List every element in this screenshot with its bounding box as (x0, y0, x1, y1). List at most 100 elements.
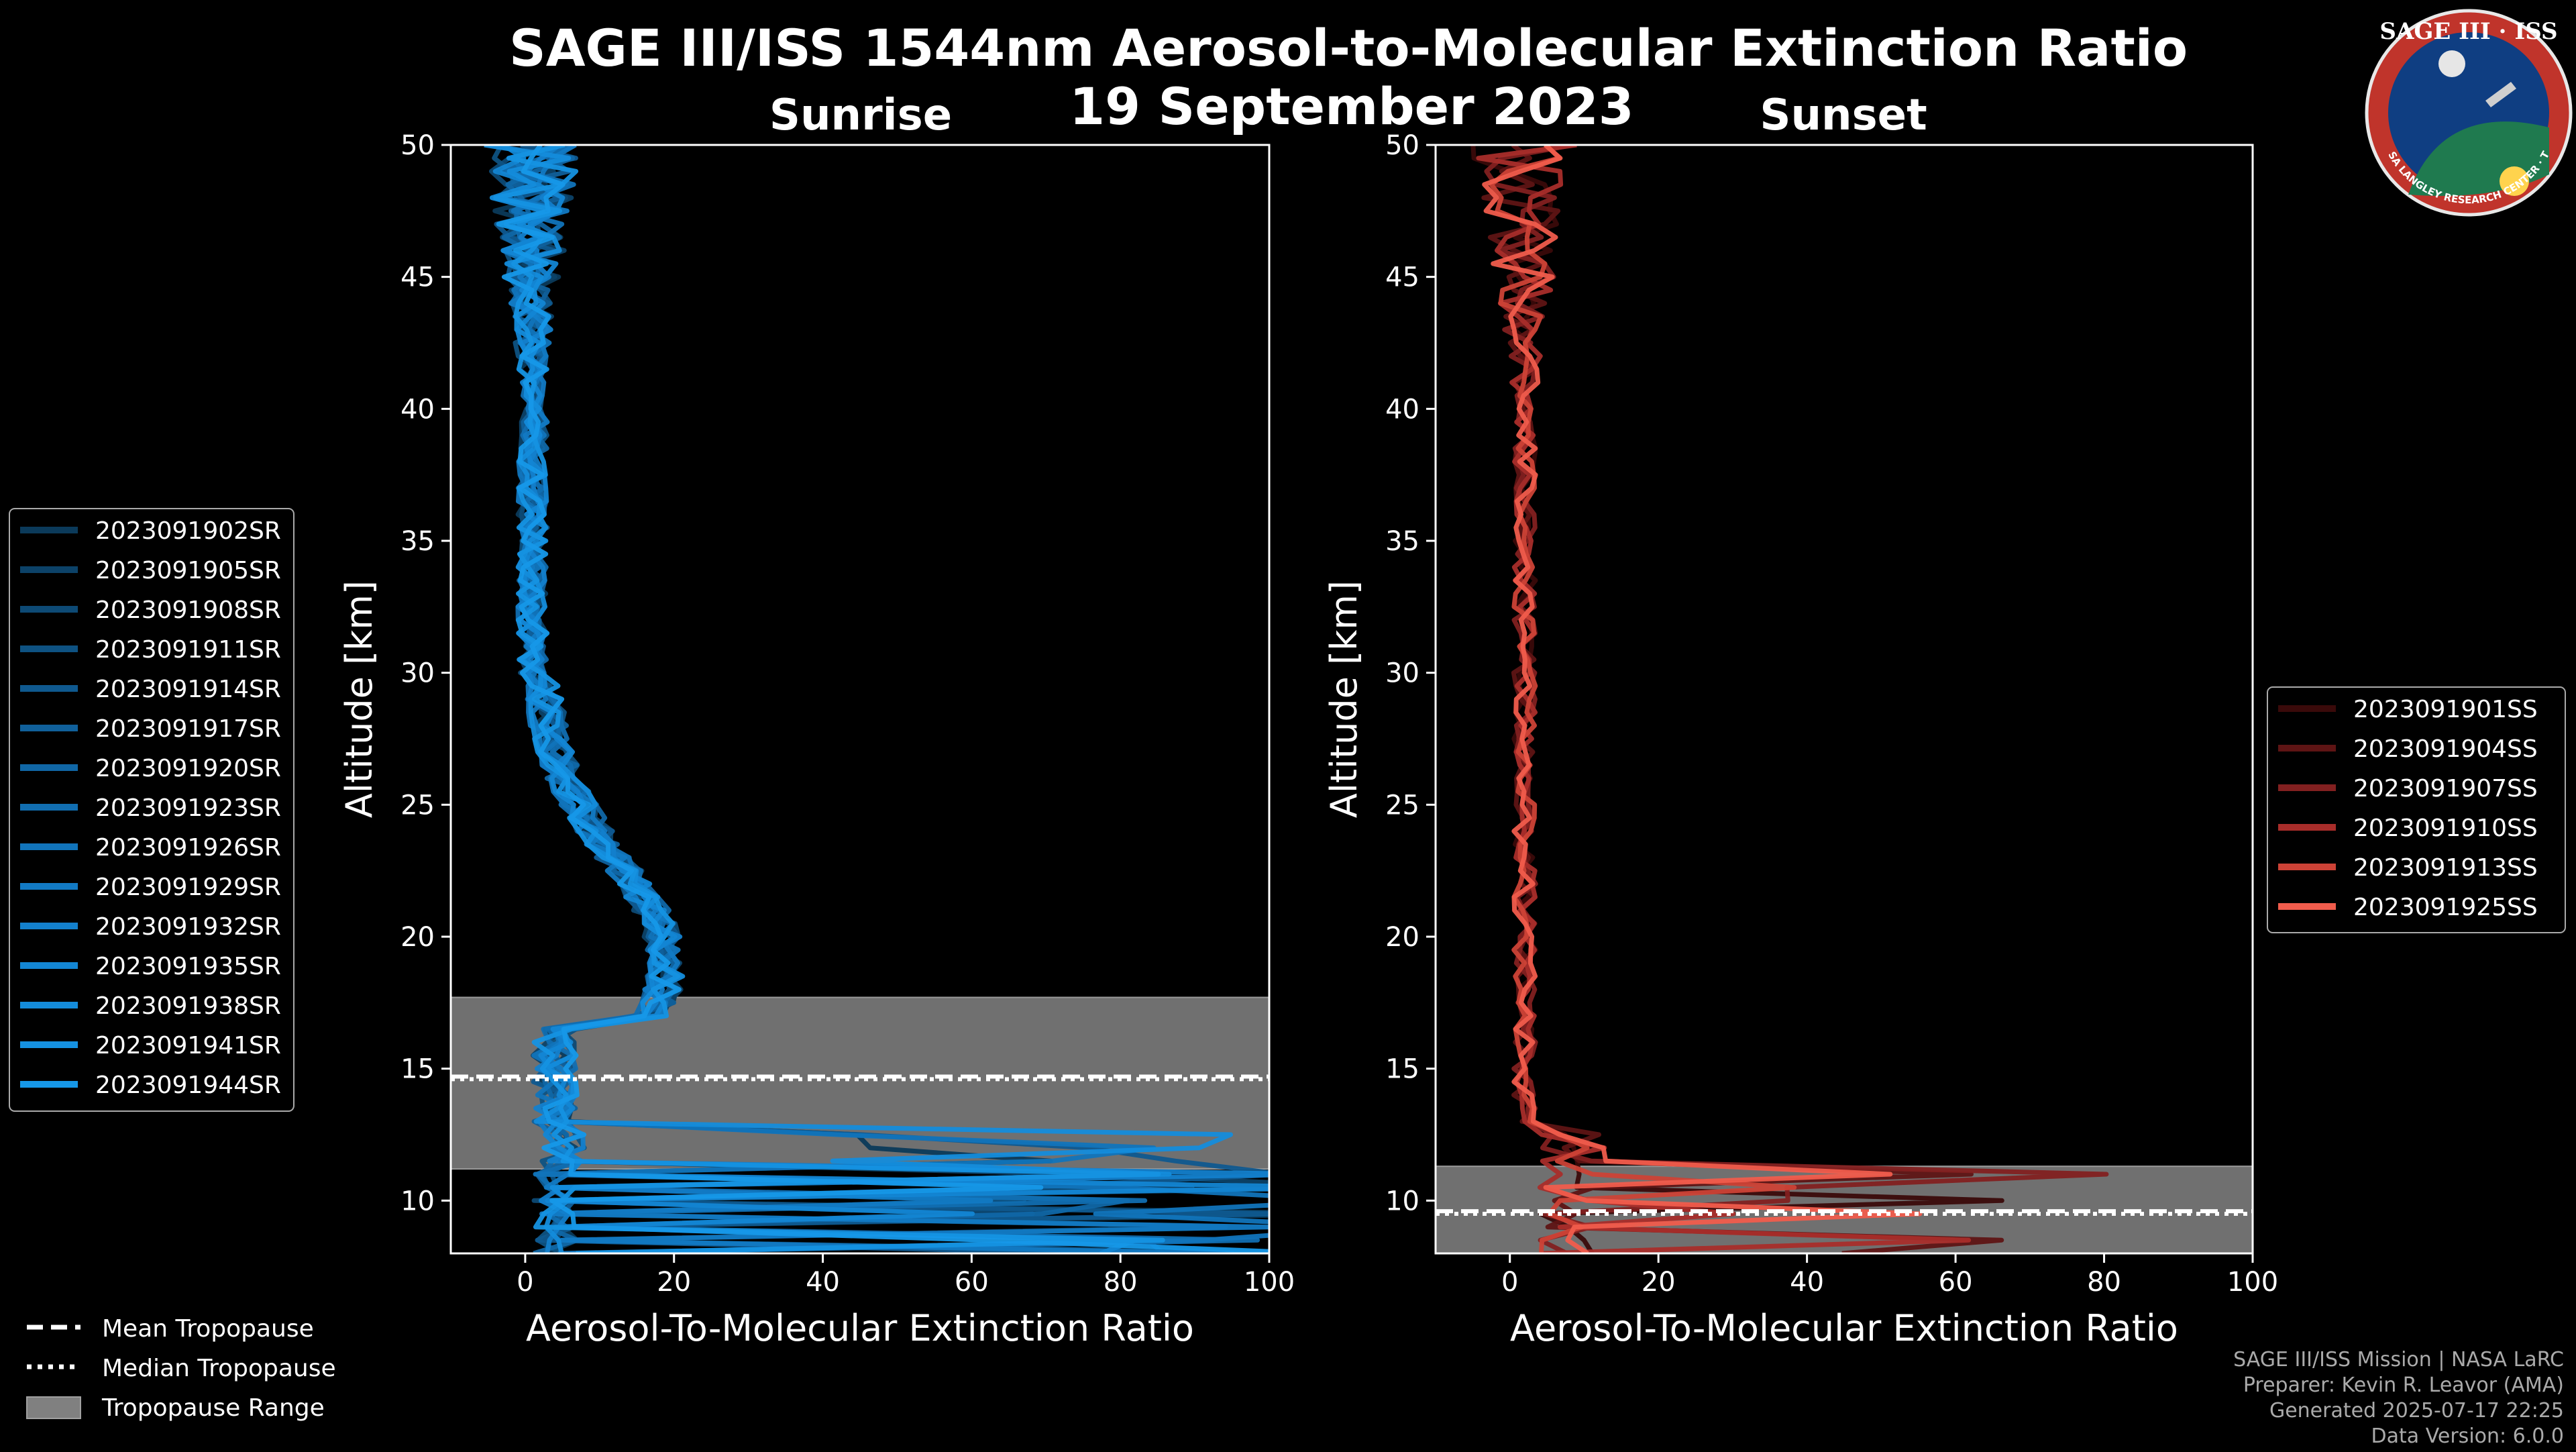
legend-entry: 2023091923SR (20, 794, 281, 822)
profile-line-2023091907SS (1484, 145, 2109, 1253)
y-tick-label: 20 (400, 922, 435, 953)
footer-preparer: Preparer: Kevin R. Leavor (AMA) (2243, 1373, 2564, 1397)
profile-lines (1470, 145, 2109, 1253)
x-tick-label: 60 (1939, 1267, 1973, 1298)
y-tick-label: 50 (1385, 130, 1419, 161)
y-tick-label: 30 (1385, 658, 1419, 689)
x-tick-label: 100 (2227, 1267, 2278, 1298)
legend-entry: 2023091920SR (20, 755, 281, 782)
profile-line-2023091941SR (493, 145, 1165, 1253)
logo-text: SAGE III · ISS (2379, 18, 2557, 45)
y-tick-label: 50 (400, 130, 435, 161)
y-tick-label: 35 (1385, 526, 1419, 557)
tropopause-range-swatch (26, 1396, 81, 1419)
y-tick-label: 20 (1385, 922, 1419, 953)
profile-line-2023091929SR (501, 145, 1269, 1253)
axes-frame (449, 144, 1271, 1255)
legend-label: 2023091905SR (95, 557, 281, 584)
x-tick-label: 60 (955, 1267, 989, 1298)
x-tick-label: 20 (1642, 1267, 1676, 1298)
legend-entry: 2023091905SR (20, 557, 281, 584)
legend-entry: 2023091902SR (20, 517, 281, 545)
legend-label: 2023091925SS (2353, 894, 2538, 921)
y-axis-label: Altitude [km] (338, 580, 380, 818)
legend-entry: 2023091929SR (20, 874, 281, 901)
y-tick-label: 30 (400, 658, 435, 689)
sunrise-legend: 2023091902SR 2023091905SR 2023091908SR 2023… (9, 508, 294, 1112)
y-tick-label: 10 (400, 1186, 435, 1216)
profile-line-2023091910SS (1476, 145, 1972, 1253)
footer-version: Data Version: 6.0.0 (2371, 1424, 2564, 1448)
legend-label: 2023091926SR (95, 834, 281, 862)
satellite-icon (2485, 82, 2516, 107)
x-axis-label: Aerosol-To-Molecular Extinction Ratio (526, 1307, 1194, 1349)
x-tick-label: 100 (1244, 1267, 1295, 1298)
legend-entry: 2023091938SR (20, 992, 281, 1020)
profile-line-2023091904SS (1481, 145, 2004, 1253)
footer-generated: Generated 2025-07-17 22:25 (2269, 1399, 2564, 1422)
legend-label: 2023091902SR (95, 517, 281, 545)
median-tropopause-label: Median Tropopause (102, 1355, 336, 1382)
legend-entry: 2023091908SR (20, 597, 281, 624)
legend-entry: 2023091913SS (2278, 854, 2538, 882)
y-tick-label: 15 (1385, 1054, 1419, 1085)
legend-label: 2023091923SR (95, 794, 281, 822)
legend-label: 2023091917SR (95, 715, 281, 743)
sunset-legend-entries: 2023091901SS 2023091904SS 2023091907SS 2023… (2278, 696, 2538, 921)
x-axis-label: Aerosol-To-Molecular Extinction Ratio (1510, 1307, 2178, 1349)
legend-label: 2023091913SS (2353, 854, 2538, 882)
sunset-panel-title: Sunset (1760, 91, 1927, 140)
legend-entry: 2023091917SR (20, 715, 281, 743)
legend-label: 2023091935SR (95, 953, 281, 980)
legend-entry: 2023091944SR (20, 1072, 281, 1099)
legend-entry: 2023091941SR (20, 1032, 281, 1059)
legend-entry: 2023091910SS (2278, 815, 2538, 842)
y-tick-label: 45 (400, 262, 435, 293)
x-tick-label: 40 (806, 1267, 840, 1298)
legend-entry: 2023091926SR (20, 834, 281, 862)
legend-label: 2023091911SR (95, 636, 281, 664)
legend-entry: 2023091932SR (20, 913, 281, 941)
y-tick-label: 40 (400, 394, 435, 425)
legend-entry: 2023091925SS (2278, 894, 2538, 921)
moon-icon (2438, 50, 2465, 77)
legend-entry: 2023091911SR (20, 636, 281, 664)
x-tick-label: 0 (517, 1267, 533, 1298)
y-tick-label: 35 (400, 526, 435, 557)
sun-icon (2500, 166, 2529, 196)
axes-frame (1434, 144, 2254, 1255)
legend-entry: 2023091904SS (2278, 735, 2538, 763)
sunset-legend-frame (2267, 686, 2566, 933)
legend-entry: 2023091935SR (20, 953, 281, 980)
legend-entry: 2023091907SS (2278, 775, 2538, 802)
legend-label: 2023091901SS (2353, 696, 2538, 723)
figure-date: 19 September 2023 (1069, 76, 1633, 136)
mean-tropopause-label: Mean Tropopause (102, 1315, 314, 1343)
sunset-legend: 2023091901SS 2023091904SS 2023091907SS 2023… (2267, 686, 2566, 933)
legend-label: 2023091920SR (95, 755, 281, 782)
legend-label: 2023091908SR (95, 597, 281, 624)
y-tick-label: 25 (400, 790, 435, 821)
legend-label: 2023091907SS (2353, 775, 2538, 802)
legend-label: 2023091944SR (95, 1072, 281, 1099)
y-tick-label: 45 (1385, 262, 1419, 293)
sunrise-panel: 0 20 40 60 80 100 10 15 20 25 30 35 40 45 50 Aerosol-To… (338, 130, 1295, 1349)
legend-label: 2023091904SS (2353, 735, 2538, 763)
y-axis-label: Altitude [km] (1323, 580, 1365, 818)
x-tick-label: 80 (1104, 1267, 1138, 1298)
x-tick-label: 20 (657, 1267, 691, 1298)
profile-line-2023091944SR (496, 145, 1269, 1253)
profile-line-2023091925SS (1482, 145, 1923, 1253)
profile-lines (484, 145, 1269, 1253)
legend-label: 2023091932SR (95, 913, 281, 941)
x-tick-label: 0 (1501, 1267, 1518, 1298)
x-tick-label: 40 (1790, 1267, 1824, 1298)
legend-entry: 2023091914SR (20, 676, 281, 703)
y-tick-label: 15 (400, 1054, 435, 1085)
figure-title: SAGE III/ISS 1544nm Aerosol-to-Molecular… (509, 18, 2188, 78)
sunrise-legend-frame (9, 508, 294, 1112)
legend-label: 2023091938SR (95, 992, 281, 1020)
footer-mission: SAGE III/ISS Mission | NASA LaRC (2233, 1348, 2564, 1371)
tropopause-legend: Mean Tropopause Median Tropopause Tropop… (26, 1315, 336, 1422)
